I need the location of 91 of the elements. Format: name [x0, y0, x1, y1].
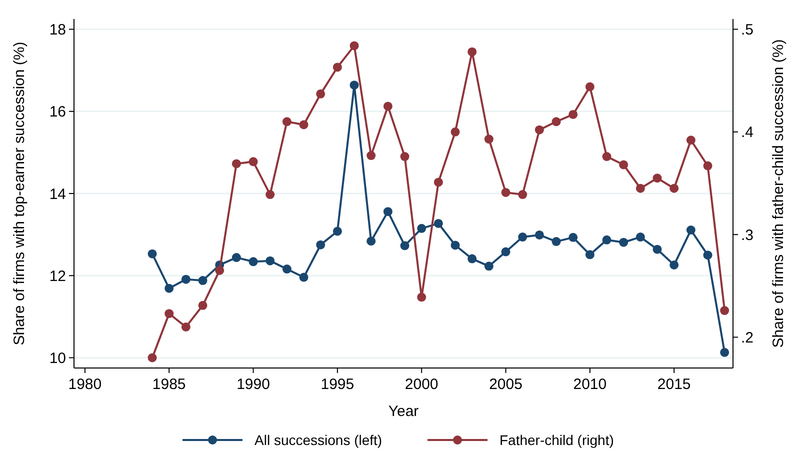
point — [434, 178, 443, 187]
x-tick-label: 2000 — [404, 376, 438, 393]
point — [400, 241, 410, 250]
point — [400, 152, 410, 162]
point — [383, 102, 392, 111]
point — [568, 110, 578, 119]
y-tick-label: 16 — [49, 104, 66, 121]
point — [602, 235, 612, 244]
point — [636, 184, 645, 193]
point — [316, 240, 326, 250]
point — [484, 134, 494, 144]
point — [720, 306, 730, 316]
point — [164, 284, 174, 293]
point — [468, 47, 477, 56]
point — [518, 232, 528, 242]
point — [232, 159, 241, 168]
point — [552, 117, 561, 126]
point — [450, 127, 460, 136]
point — [417, 292, 426, 302]
point — [568, 232, 578, 242]
point — [501, 247, 510, 256]
point — [652, 174, 662, 183]
y2-tick-label: .2 — [741, 329, 754, 346]
point — [332, 226, 342, 236]
point — [282, 117, 292, 126]
point — [703, 250, 712, 260]
y2-tick-label: .5 — [741, 22, 754, 39]
point — [266, 190, 275, 200]
y2-tick-label: .3 — [741, 226, 754, 244]
point — [552, 237, 561, 246]
y-tick-label: 12 — [49, 268, 66, 285]
point — [720, 348, 730, 357]
point — [316, 89, 326, 98]
y-tick-label: 14 — [49, 186, 66, 203]
point — [181, 322, 190, 332]
y-tick-label: 18 — [49, 22, 66, 39]
y-tick-label: 10 — [49, 350, 66, 367]
point — [164, 309, 174, 318]
y2-axis-title: Share of firms with father-child succession (%) — [770, 39, 787, 348]
x-tick-label: 1985 — [152, 376, 186, 393]
point — [434, 218, 443, 228]
x-axis-title: Year — [388, 403, 419, 420]
point — [366, 151, 376, 160]
point — [670, 260, 679, 270]
point — [248, 157, 258, 166]
point — [484, 262, 494, 271]
point — [686, 226, 696, 235]
point — [248, 257, 258, 266]
point — [585, 82, 594, 92]
point — [282, 264, 292, 274]
point — [518, 190, 528, 200]
point — [181, 274, 190, 284]
point — [636, 232, 645, 242]
point — [383, 207, 392, 216]
point — [198, 276, 208, 286]
point — [501, 188, 510, 197]
point — [232, 253, 241, 262]
point — [350, 41, 359, 50]
y2-tick-label: .4 — [741, 124, 754, 142]
point — [450, 240, 460, 250]
x-tick-label: 1995 — [320, 376, 354, 393]
x-tick-label: 1980 — [68, 376, 102, 393]
point — [332, 62, 342, 72]
point — [417, 224, 426, 233]
point — [670, 184, 679, 193]
point — [652, 244, 662, 254]
point — [585, 250, 594, 260]
point — [299, 120, 308, 130]
point — [534, 230, 544, 240]
point — [686, 136, 696, 145]
y-axis-title: Share of firms with top-earner succession (%) — [11, 42, 28, 346]
point — [703, 161, 712, 170]
point — [266, 256, 275, 266]
point — [148, 353, 157, 362]
point — [215, 266, 224, 275]
x-tick-label: 2015 — [657, 376, 691, 393]
point — [534, 125, 544, 134]
point — [468, 254, 477, 264]
x-tick-label: 2005 — [489, 376, 522, 393]
legend-label: All successions (left) — [254, 432, 382, 448]
point — [148, 249, 157, 258]
point — [350, 80, 359, 90]
point — [366, 236, 376, 246]
point — [299, 272, 308, 282]
x-tick-label: 2010 — [573, 376, 607, 393]
point — [602, 152, 612, 162]
point — [619, 160, 628, 170]
legend-label: Father-child (right) — [500, 432, 614, 448]
x-tick-label: 1990 — [236, 376, 270, 393]
point — [198, 300, 208, 310]
point — [619, 238, 628, 247]
